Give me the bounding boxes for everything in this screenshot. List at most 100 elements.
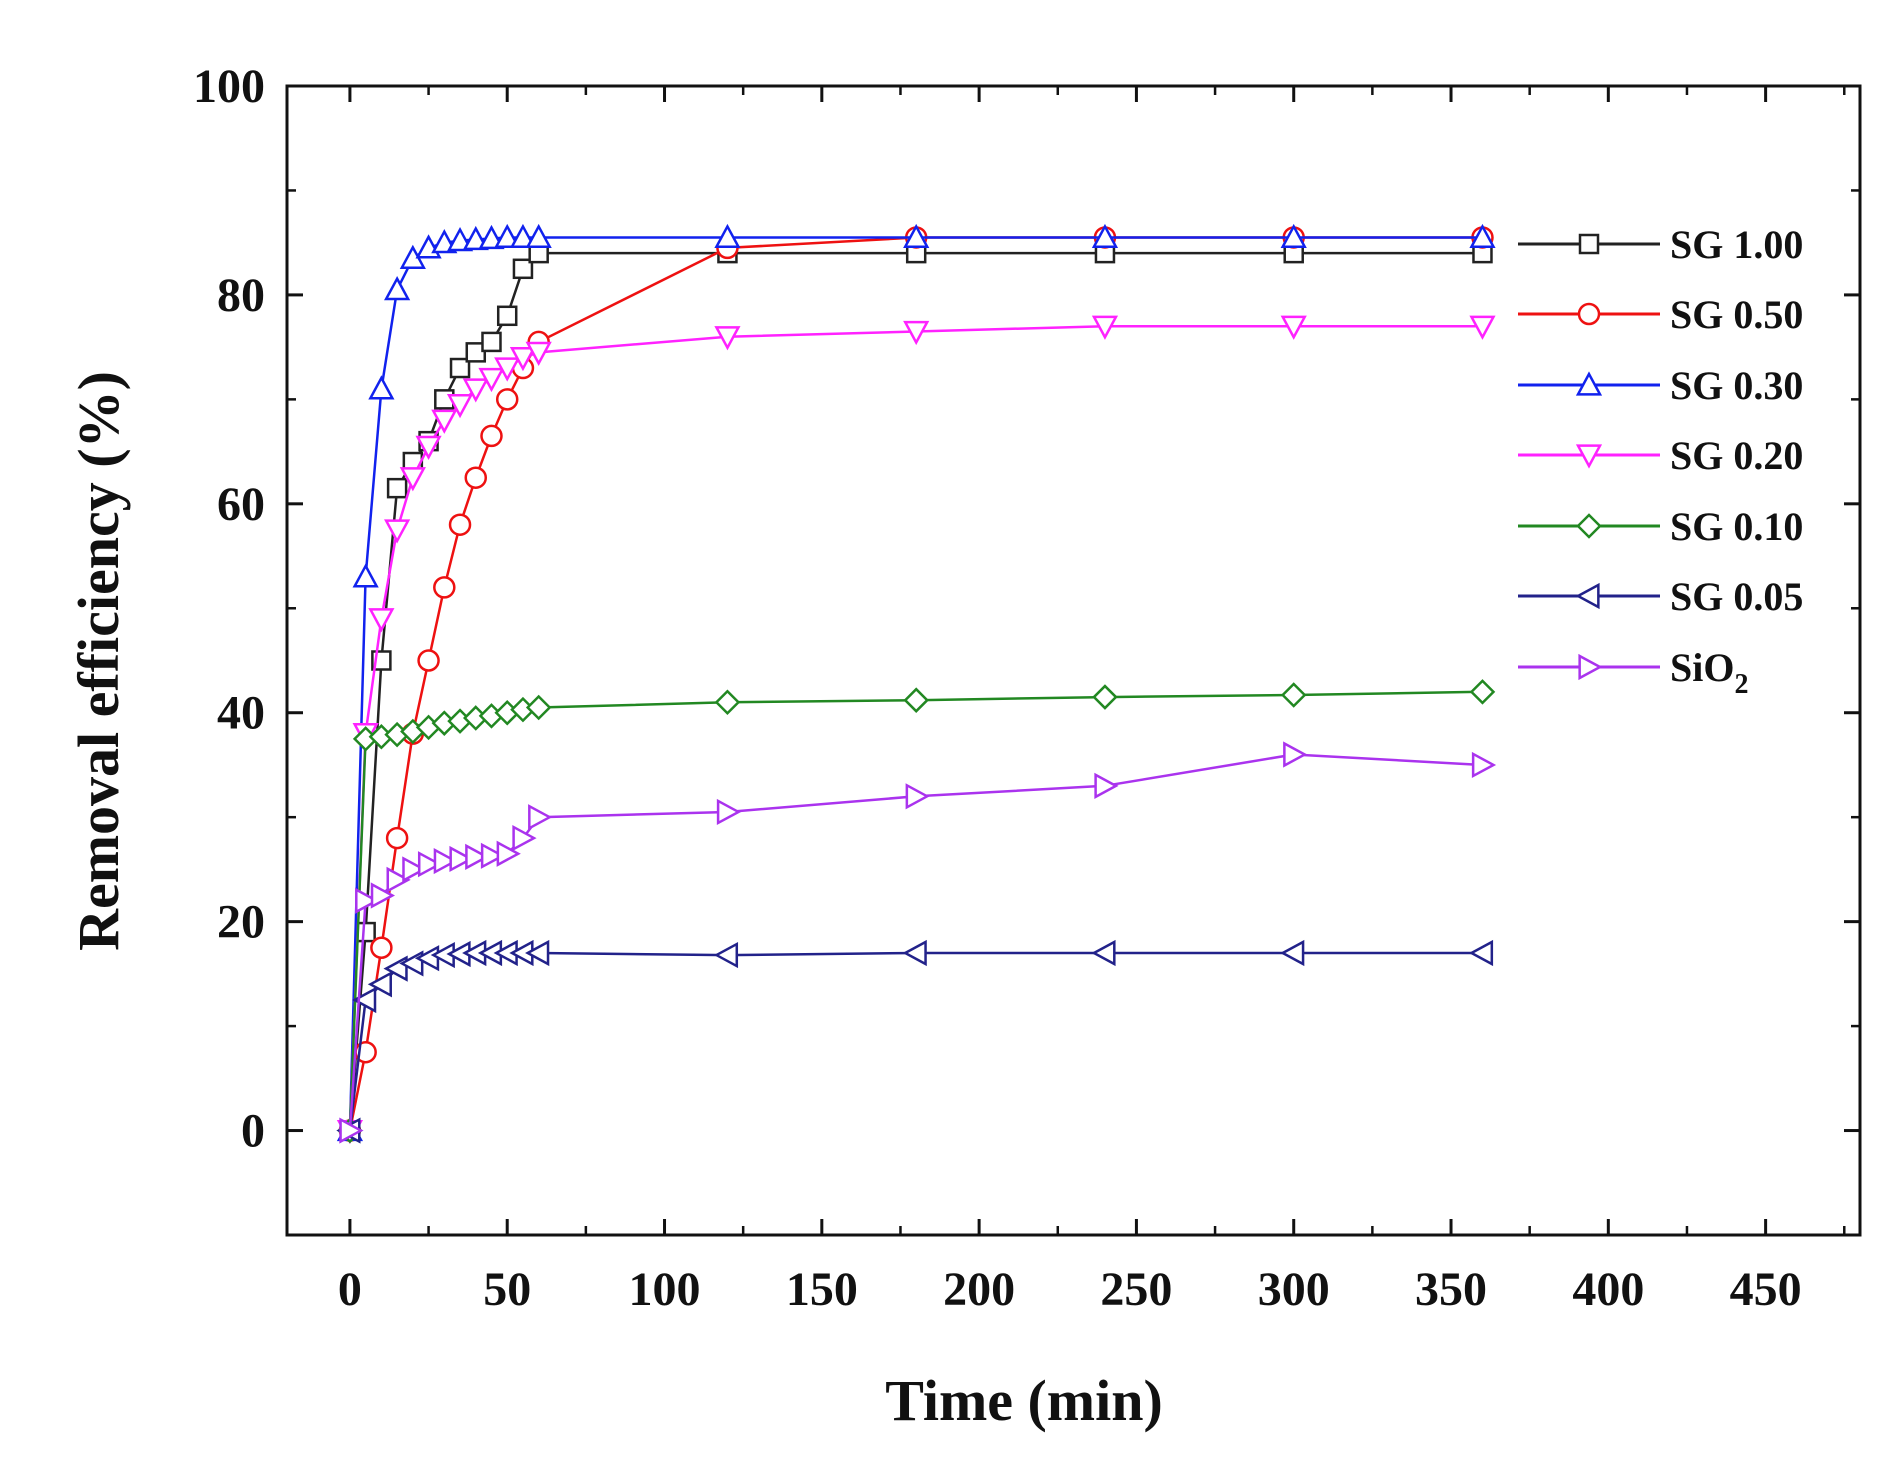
x-tick-label: 400 — [1572, 1263, 1644, 1316]
data-point-sio2 — [528, 804, 553, 831]
data-point-sg-0-20 — [1469, 315, 1496, 340]
data-point-sg-0-05 — [1468, 939, 1494, 967]
data-point-sg-0-20 — [462, 378, 489, 403]
x-tick-label: 100 — [629, 1263, 701, 1316]
y-axis-title: Removal efficiency (%) — [66, 371, 131, 951]
data-point-sg-0-50 — [385, 826, 409, 850]
series-line-sio2 — [348, 753, 1483, 1131]
data-point-sg-0-10 — [1280, 682, 1307, 708]
legend-marker-sg-0-30 — [1575, 371, 1603, 396]
data-point-sg-0-05 — [1091, 939, 1116, 967]
x-tick-label: 450 — [1730, 1263, 1802, 1316]
data-point-sg-0-30 — [1469, 223, 1496, 249]
data-point-sg-0-50 — [464, 466, 488, 489]
y-tick-label: 0 — [241, 1105, 265, 1158]
data-point-sio2 — [370, 882, 396, 909]
x-tick-label: 0 — [338, 1263, 362, 1316]
data-point-sg-0-20 — [494, 357, 521, 382]
series-layer — [336, 223, 1497, 1145]
data-point-sg-0-30 — [352, 563, 379, 588]
data-point-sg-0-30 — [903, 223, 930, 249]
data-point-sg-0-50 — [448, 513, 472, 536]
data-point-sg-1-00 — [386, 477, 408, 499]
data-point-sg-0-20 — [478, 367, 505, 393]
data-point-sg-0-20 — [903, 320, 930, 346]
legend-label-sg-1-00: SG 1.00 — [1670, 222, 1803, 267]
data-point-sio2 — [402, 856, 427, 883]
legend-label-sio2: SiO2 — [1670, 645, 1748, 700]
data-point-sio2 — [496, 840, 521, 867]
data-point-sio2 — [1094, 772, 1119, 799]
y-tick-label: 20 — [217, 896, 265, 949]
data-point-sio2 — [716, 798, 742, 826]
data-point-sio2 — [1471, 751, 1497, 779]
data-point-sg-0-30 — [525, 223, 552, 249]
data-point-sg-0-10 — [1092, 684, 1118, 710]
data-point-sio2 — [1283, 741, 1308, 768]
data-point-sg-0-05 — [1280, 939, 1305, 967]
data-point-sio2 — [355, 887, 380, 914]
legend-label-sio2-main: SiO — [1670, 645, 1734, 690]
x-tick-label: 200 — [943, 1263, 1015, 1316]
series-line-sg-0-30 — [348, 236, 1483, 1131]
data-point-sg-1-00 — [496, 305, 518, 327]
data-point-sg-0-05 — [525, 939, 550, 967]
legend-marker-sg-1-00 — [1578, 233, 1600, 255]
data-point-sg-1-00 — [449, 357, 471, 379]
x-axis-ticks: 0 50 100 150 200 250 300 350 400 450 — [338, 86, 1846, 1316]
data-point-sg-0-20 — [368, 608, 395, 633]
data-point-sg-0-20 — [525, 341, 552, 366]
x-tick-label: 300 — [1258, 1263, 1330, 1316]
legend: SG 1.00 SG 0.50 SG 0.30 SG 0.20 SG 0.10 … — [1518, 222, 1803, 700]
data-point-sg-0-20 — [509, 346, 537, 372]
legend-marker-sg-0-10 — [1576, 513, 1602, 539]
y-tick-label: 40 — [217, 687, 265, 740]
x-tick-label: 50 — [483, 1263, 531, 1316]
data-point-sg-0-50 — [495, 388, 519, 411]
legend-marker-sg-0-05 — [1575, 582, 1600, 610]
data-point-sg-1-00 — [465, 342, 487, 363]
y-tick-label: 100 — [193, 60, 265, 113]
data-point-sg-0-20 — [415, 435, 442, 460]
data-point-sio2 — [465, 843, 490, 870]
series-line-sg-0-10 — [348, 690, 1483, 1131]
x-axis-title: Time (min) — [885, 1368, 1163, 1433]
series-sg-0-20 — [336, 315, 1496, 1145]
data-point-sio2 — [512, 824, 537, 852]
data-point-sio2 — [417, 851, 443, 878]
data-point-sg-0-05 — [367, 971, 392, 998]
data-point-sg-0-50 — [417, 649, 440, 672]
series-sg-0-30 — [336, 223, 1496, 1142]
data-point-sg-0-20 — [1280, 315, 1307, 340]
legend-marker-sio2 — [1578, 653, 1603, 681]
series-sg-0-05 — [336, 939, 1494, 1144]
legend-label-sg-0-20: SG 0.20 — [1670, 433, 1803, 478]
data-point-sg-0-10 — [525, 694, 552, 721]
data-point-sg-0-20 — [399, 467, 426, 492]
x-tick-label: 350 — [1415, 1263, 1487, 1316]
data-point-sio2 — [339, 1117, 364, 1144]
data-point-sio2 — [449, 845, 474, 873]
data-point-sio2 — [433, 847, 458, 875]
y-tick-label: 80 — [217, 269, 265, 322]
legend-label-sg-0-10: SG 0.10 — [1670, 504, 1803, 549]
data-point-sg-0-30 — [384, 276, 411, 301]
legend-label-sg-0-05: SG 0.05 — [1670, 574, 1803, 619]
data-point-sg-0-20 — [446, 393, 474, 419]
data-point-sg-0-10 — [903, 687, 929, 713]
data-point-sg-0-50 — [370, 936, 393, 959]
legend-label-sio2-subscript: 2 — [1734, 669, 1748, 700]
series-sg-0-10 — [337, 679, 1496, 1144]
data-point-sg-0-05 — [352, 986, 377, 1014]
data-point-sg-0-20 — [431, 409, 458, 434]
data-point-sg-0-20 — [1091, 315, 1119, 340]
data-point-sg-1-00 — [481, 331, 502, 353]
plot-frame — [285, 84, 1862, 1237]
series-line-sg-0-05 — [348, 951, 1483, 1131]
data-point-sg-0-30 — [714, 223, 741, 249]
data-point-sg-0-30 — [368, 375, 395, 400]
data-point-sg-0-30 — [509, 223, 537, 249]
series-line-sg-0-20 — [348, 324, 1483, 1131]
legend-label-sg-0-30: SG 0.30 — [1670, 363, 1803, 408]
